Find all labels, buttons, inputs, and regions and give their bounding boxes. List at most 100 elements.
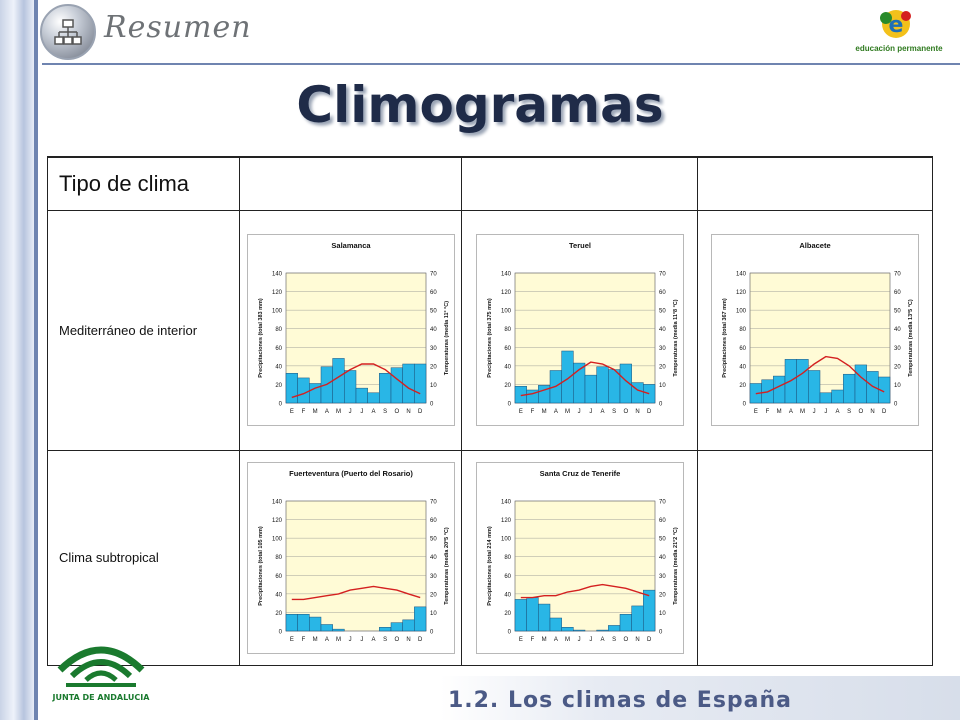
summary-icon[interactable] — [40, 4, 96, 60]
left-decorative-strip — [0, 0, 38, 720]
precipitation-bar — [819, 392, 832, 404]
precipitation-bar — [619, 613, 632, 631]
x-tick-label: E — [289, 637, 293, 643]
x-tick-label: J — [577, 409, 580, 415]
precipitation-bar — [607, 369, 620, 404]
y2-tick-label: 70 — [659, 499, 666, 505]
x-tick-label: A — [324, 637, 328, 643]
table-header-row: Tipo de clima — [47, 156, 933, 211]
y2-axis-label: Temperaturas (media 13º5 °C) — [908, 299, 914, 377]
x-tick-label: A — [789, 409, 793, 415]
precipitation-bar — [401, 363, 415, 404]
climograph-teruel: Teruel 0 20 40 60 80 100 120 140 0 10 20 30 40 50 60 70 E… — [475, 234, 684, 426]
climograph-salamanca: Salamanca 0 20 40 60 80 100 120 140 0 10 20 30 40 50 60… — [246, 234, 455, 426]
section-label: Resumen — [104, 10, 252, 45]
precipitation-bar — [355, 387, 368, 404]
x-tick-label: N — [870, 409, 874, 415]
y2-tick-label: 50 — [659, 309, 666, 315]
precipitation-bar — [878, 376, 891, 404]
x-tick-label: D — [646, 637, 651, 643]
precipitation-bar — [796, 359, 809, 404]
y-tick-label: 100 — [500, 536, 511, 542]
y2-tick-label: 10 — [659, 610, 666, 616]
y2-tick-label: 0 — [659, 629, 663, 635]
precipitation-bar — [595, 629, 609, 631]
x-tick-label: J — [577, 637, 580, 643]
y2-tick-label: 40 — [430, 555, 437, 561]
x-tick-label: F — [530, 637, 534, 643]
brand-label: educación permanente — [855, 44, 943, 53]
x-tick-label: S — [383, 637, 387, 643]
temperature-line — [291, 585, 420, 600]
x-tick-label: J — [589, 409, 592, 415]
x-tick-label: A — [600, 637, 604, 643]
table-row: Mediterráneo de interior Salamanca 0 20 40 6… — [47, 209, 933, 451]
x-tick-label: J — [348, 637, 351, 643]
header-rule — [42, 63, 960, 65]
precipitation-bar — [378, 373, 391, 404]
x-tick-label: E — [289, 409, 293, 415]
x-tick-label: M — [541, 409, 546, 415]
precipitation-bar — [413, 363, 426, 404]
footer-title: 1.2. Los climas de España — [447, 688, 793, 713]
chart-title: Salamanca — [331, 241, 371, 250]
x-tick-label: E — [518, 409, 522, 415]
x-tick-label: M — [336, 637, 341, 643]
y-tick-label: 80 — [275, 327, 282, 333]
x-tick-label: M — [312, 409, 317, 415]
y2-tick-label: 30 — [430, 573, 437, 579]
y-tick-label: 140 — [271, 499, 282, 505]
y-axis-label: Precipitaciones (total 375 mm) — [487, 298, 493, 378]
climate-table: Tipo de clima Mediterráneo de interior S… — [47, 156, 933, 666]
chart-svg: Teruel 0 20 40 60 80 100 120 140 0 10 20 30 40 50 60 70 E… — [487, 241, 679, 415]
precipitation-bar — [331, 358, 345, 404]
chart-cell-empty — [697, 449, 933, 666]
y2-tick-label: 70 — [894, 272, 901, 278]
x-tick-label: N — [406, 637, 410, 643]
y-axis-label: Precipitaciones (total 214 mm) — [487, 526, 493, 606]
y-axis-label: Precipitaciones (total 383 mm) — [258, 298, 264, 378]
climograph-fuerteventura: Fuerteventura (Puerto del Rosario) 0 20 40 6… — [246, 461, 455, 654]
y-tick-label: 60 — [275, 573, 282, 579]
junta-andalucia-logo-icon: JUNTA DE ANDALUCIA — [52, 646, 150, 702]
precipitation-bar — [525, 596, 539, 631]
y-tick-label: 120 — [271, 290, 282, 296]
table-row: Clima subtropical Fuerteventura (Puerto … — [47, 449, 933, 666]
chart-title: Teruel — [569, 241, 591, 250]
y2-tick-label: 70 — [659, 272, 666, 278]
y-tick-label: 60 — [275, 346, 282, 352]
y2-tick-label: 30 — [894, 346, 901, 352]
plot-area — [285, 500, 426, 631]
y2-axis-label: Temperaturas (media 11º °C) — [444, 301, 450, 375]
footer-band — [440, 676, 960, 720]
precipitation-bar — [831, 389, 844, 404]
y-tick-label: 40 — [275, 364, 282, 370]
x-tick-label: M — [565, 409, 570, 415]
header-cell-tipo-clima: Tipo de clima — [47, 156, 240, 211]
precipitation-bar — [413, 606, 426, 631]
y2-tick-label: 70 — [430, 272, 437, 278]
temperature-line — [755, 355, 885, 395]
x-tick-label: A — [324, 409, 328, 415]
precipitation-bar — [630, 605, 644, 631]
svg-text:e: e — [889, 13, 904, 38]
chart-svg: Fuerteventura (Puerto del Rosario) 0 20 40 6… — [258, 469, 450, 643]
y2-tick-label: 50 — [430, 536, 437, 542]
y-tick-label: 40 — [504, 592, 511, 598]
precipitation-bar — [549, 617, 562, 631]
precipitation-bar — [366, 392, 380, 404]
y-tick-label: 60 — [504, 346, 511, 352]
precipitation-bar — [866, 371, 879, 404]
precipitation-bar — [560, 626, 574, 631]
y-tick-label: 120 — [500, 518, 511, 524]
y2-axis-label: Temperaturas (media 20º5 °C) — [444, 527, 450, 605]
precipitation-bar — [584, 374, 597, 404]
x-tick-label: S — [612, 409, 616, 415]
x-tick-label: E — [754, 409, 758, 415]
x-tick-label: S — [847, 409, 851, 415]
precipitation-bar — [808, 370, 821, 404]
x-tick-label: A — [371, 409, 375, 415]
x-tick-label: S — [612, 637, 616, 643]
y-tick-label: 0 — [507, 629, 511, 635]
y-tick-label: 100 — [271, 536, 282, 542]
